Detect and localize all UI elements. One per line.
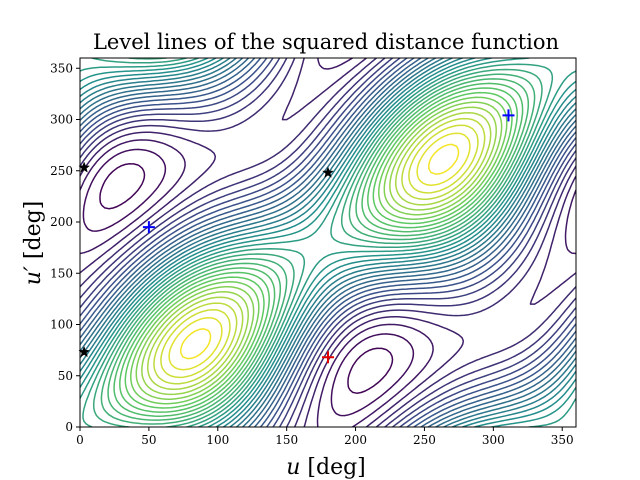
star-marker xyxy=(322,166,334,178)
y-tick-label: 250 xyxy=(50,164,73,178)
x-tick-label: 150 xyxy=(275,433,298,447)
contour-lines xyxy=(80,58,576,427)
contour-level xyxy=(80,58,576,427)
contour-level xyxy=(107,78,530,421)
chart-title: Level lines of the squared distance func… xyxy=(93,30,559,54)
contour-level xyxy=(179,143,460,360)
contour-level xyxy=(80,58,576,427)
x-tick-label: 200 xyxy=(344,433,367,447)
x-tick-label: 300 xyxy=(482,433,505,447)
markers xyxy=(78,109,515,364)
contour-level xyxy=(119,87,518,413)
y-tick-label: 350 xyxy=(50,61,73,75)
contour-level xyxy=(124,91,513,409)
x-tick-label: 250 xyxy=(413,433,436,447)
y-axis-label: u′ [deg] xyxy=(21,201,46,286)
contour-level xyxy=(130,96,508,405)
contour-level xyxy=(141,106,497,396)
contour-level xyxy=(80,58,576,427)
contour-level xyxy=(80,58,576,427)
y-tick-label: 100 xyxy=(50,318,73,332)
contour-level xyxy=(82,148,415,417)
y-tick-label: 300 xyxy=(50,113,73,127)
contour-level xyxy=(80,58,576,427)
contour-level xyxy=(82,58,554,427)
contour-level xyxy=(92,58,543,427)
contour-level xyxy=(80,58,576,427)
contour-level xyxy=(99,162,394,394)
plus-marker xyxy=(502,109,515,122)
contour-level xyxy=(153,117,486,385)
contour-level xyxy=(80,58,576,427)
x-tick-label: 350 xyxy=(551,433,574,447)
contour-level xyxy=(146,111,492,391)
y-tick-label: 50 xyxy=(58,369,73,383)
contour-level xyxy=(80,58,576,427)
y-tick-label: 200 xyxy=(50,215,73,229)
y-axis-ticks: 0 50 100 150 200 250 300 350 xyxy=(50,61,80,434)
contour-level xyxy=(168,132,471,371)
x-tick-label: 100 xyxy=(206,433,229,447)
x-axis-label: u [deg] xyxy=(286,455,366,480)
y-tick-label: 150 xyxy=(50,266,73,280)
x-axis-ticks: 0 50 100 150 200 250 300 350 xyxy=(76,427,574,447)
contour-level xyxy=(135,101,503,400)
plot-frame xyxy=(79,57,577,428)
contour-level xyxy=(100,73,536,425)
contour-level xyxy=(160,124,479,379)
x-tick-label: 0 xyxy=(76,433,84,447)
plus-marker xyxy=(142,221,155,234)
contour-level xyxy=(113,82,524,417)
plus-marker xyxy=(322,351,334,364)
x-tick-label: 50 xyxy=(141,433,156,447)
y-tick-label: 0 xyxy=(65,420,73,434)
